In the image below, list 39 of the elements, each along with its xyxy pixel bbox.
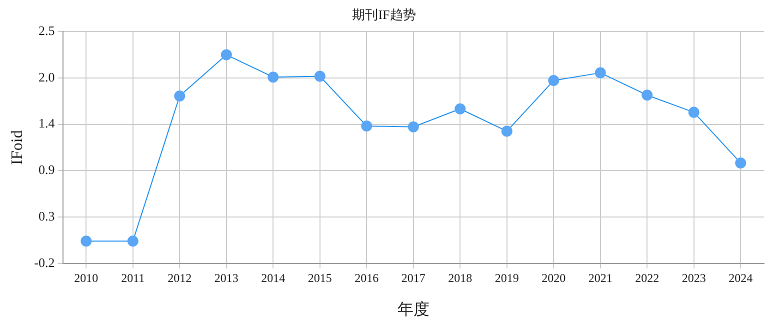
x-tick-label: 2013 bbox=[214, 270, 238, 285]
x-axis-title: 年度 bbox=[397, 300, 430, 319]
x-tick-label: 2020 bbox=[542, 270, 566, 285]
x-tick-label: 2011 bbox=[121, 270, 145, 285]
point bbox=[268, 72, 279, 83]
y-tick-label: 2.0 bbox=[38, 69, 55, 84]
point bbox=[735, 157, 746, 168]
point bbox=[642, 90, 653, 101]
point bbox=[594, 67, 606, 78]
x-tick-label: 2024 bbox=[728, 270, 753, 285]
point bbox=[80, 236, 92, 247]
point bbox=[361, 120, 372, 132]
y-tick-label: 0.9 bbox=[38, 162, 55, 178]
x-tick-label: 2018 bbox=[448, 270, 472, 285]
point bbox=[127, 236, 138, 247]
x-tick-label: 2014 bbox=[261, 270, 286, 285]
y-tick-label: 0.3 bbox=[38, 208, 55, 224]
point bbox=[314, 70, 326, 82]
point bbox=[408, 121, 419, 132]
x-tick-label: 2017 bbox=[401, 270, 426, 285]
x-tick-label: 2019 bbox=[494, 270, 519, 285]
x-tick-label: 2010 bbox=[74, 270, 98, 285]
point bbox=[174, 90, 186, 102]
point bbox=[454, 103, 466, 114]
x-tick-label: 2021 bbox=[588, 270, 612, 285]
x-tick-label: 2016 bbox=[354, 270, 379, 285]
point bbox=[220, 49, 232, 60]
point bbox=[501, 126, 512, 137]
x-tick-label: 2022 bbox=[635, 270, 660, 285]
y-tick-label: 1.4 bbox=[38, 116, 56, 131]
y-tick-label: 2.5 bbox=[38, 23, 55, 38]
x-tick-label: 2015 bbox=[308, 270, 332, 285]
x-tick-label: 2012 bbox=[168, 270, 192, 285]
y-tick-label: -0.2 bbox=[34, 254, 55, 270]
x-tick-label: 2023 bbox=[682, 270, 706, 285]
point bbox=[688, 106, 700, 118]
point bbox=[548, 75, 560, 86]
y-axis-title: IFoid bbox=[8, 130, 26, 165]
chart-title: 期刊IF趋势 bbox=[352, 7, 416, 22]
